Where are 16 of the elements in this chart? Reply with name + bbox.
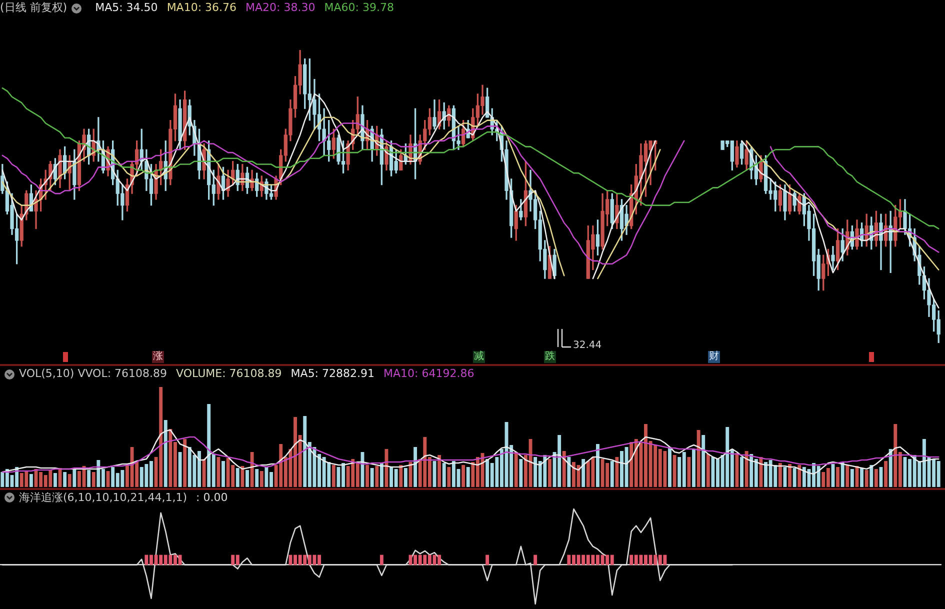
- series-label: VOLUME: 76108.89: [176, 366, 282, 382]
- annotation: 32.44: [573, 340, 602, 352]
- text: : 0.00: [196, 490, 228, 505]
- text: MA60: 39.78: [324, 0, 394, 16]
- text: MA20: 38.30: [246, 0, 316, 16]
- text: MA10: 36.76: [166, 0, 237, 16]
- text: MA5: 34.50: [95, 0, 158, 16]
- text: MA10: 64192.86: [384, 366, 474, 382]
- text: 财: [708, 351, 720, 363]
- chart-title: (日线 前复权): [0, 0, 68, 16]
- text: 跌: [544, 351, 556, 363]
- text: MA5: 72882.91: [290, 366, 374, 382]
- chart-title: 海洋追涨(6,10,10,10,21,44,1,1): [19, 490, 188, 505]
- text: 涨: [152, 351, 164, 363]
- text: 减: [473, 351, 485, 363]
- chart-title: VOL(5,10) VVOL: 76108.89: [19, 366, 168, 382]
